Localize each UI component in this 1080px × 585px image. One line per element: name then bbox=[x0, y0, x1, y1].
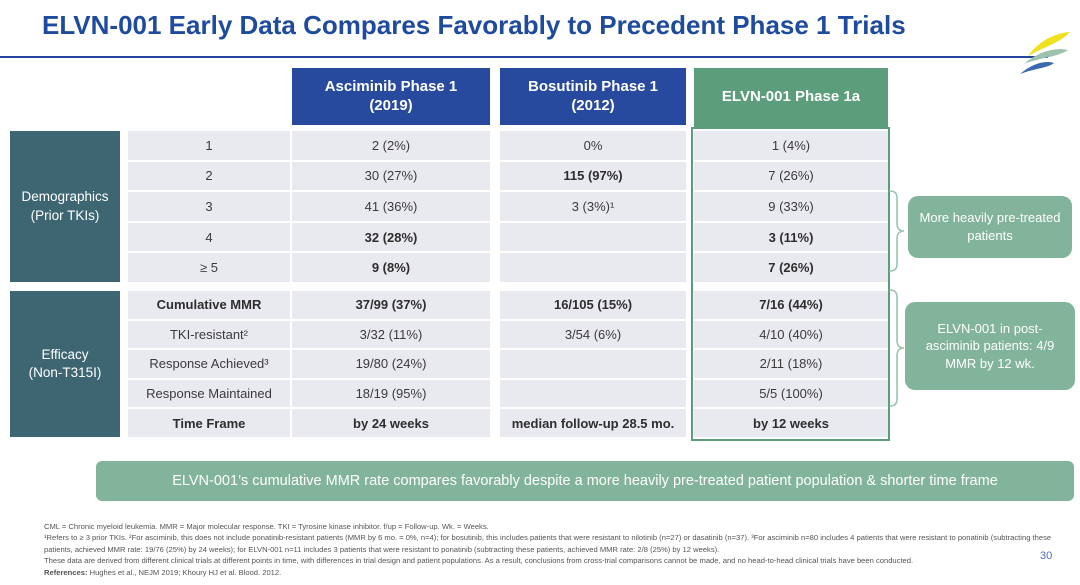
data-cell: 41 (36%) bbox=[292, 192, 490, 221]
data-cell: 3 (3%)¹ bbox=[500, 192, 686, 221]
bracket-demographics-icon bbox=[889, 190, 905, 272]
data-cell: by 24 weeks bbox=[292, 409, 490, 437]
table-row: 2 30 (27%) 115 (97%) 7 (26%) bbox=[128, 161, 888, 191]
page-number: 30 bbox=[1040, 550, 1053, 562]
column-header-bosutinib: Bosutinib Phase 1 (2012) bbox=[500, 68, 686, 125]
data-cell: by 12 weeks bbox=[694, 409, 888, 437]
data-cell: 115 (97%) bbox=[500, 161, 686, 191]
table-row: 4 32 (28%) 3 (11%) bbox=[128, 222, 888, 252]
data-cell: 0% bbox=[500, 131, 686, 160]
data-cell: 30 (27%) bbox=[292, 161, 490, 191]
data-cell: 32 (28%) bbox=[292, 222, 490, 252]
footnote-numbered-notes: ¹Refers to ≥ 3 prior TKIs. ²For ascimini… bbox=[44, 533, 1052, 554]
data-cell: 2 (2%) bbox=[292, 131, 490, 160]
table-row: Cumulative MMR 37/99 (37%) 16/105 (15%) 7/1… bbox=[128, 291, 888, 319]
callout-pretreated-patients: More heavily pre-treated patients bbox=[908, 196, 1072, 258]
data-cell bbox=[500, 350, 686, 378]
data-cell: 19/80 (24%) bbox=[292, 350, 490, 378]
data-cell bbox=[500, 379, 686, 408]
data-cell: 2/11 (18%) bbox=[694, 350, 888, 378]
row-label-cell: TKI-resistant² bbox=[128, 320, 290, 349]
row-label-cell: 3 bbox=[128, 192, 290, 221]
table-row: 3 41 (36%) 3 (3%)¹ 9 (33%) bbox=[128, 192, 888, 221]
section-label-efficacy: Efficacy (Non-T315I) bbox=[10, 291, 120, 437]
references-text: Hughes et al., NEJM 2019; Khoury HJ et a… bbox=[87, 567, 282, 577]
efficacy-table: Cumulative MMR 37/99 (37%) 16/105 (15%) 7/1… bbox=[128, 291, 888, 437]
data-cell: 3/32 (11%) bbox=[292, 320, 490, 349]
table-row: Time Frame by 24 weeks median follow-up 28… bbox=[128, 409, 888, 437]
data-cell: 7 (26%) bbox=[694, 161, 888, 191]
data-cell: 3/54 (6%) bbox=[500, 320, 686, 349]
summary-banner: ELVN-001’s cumulative MMR rate compares … bbox=[96, 461, 1074, 501]
data-cell bbox=[500, 222, 686, 252]
data-cell: 5/5 (100%) bbox=[694, 379, 888, 408]
data-cell: 16/105 (15%) bbox=[500, 291, 686, 319]
data-cell: 18/19 (95%) bbox=[292, 379, 490, 408]
data-cell: 37/99 (37%) bbox=[292, 291, 490, 319]
footnote-abbreviations: CML = Chronic myeloid leukemia. MMR = Ma… bbox=[44, 522, 489, 531]
column-header-elvn-001: ELVN-001 Phase 1a bbox=[694, 68, 888, 127]
company-swoosh-logo-icon bbox=[1020, 32, 1070, 74]
row-label-cell: 1 bbox=[128, 131, 290, 160]
row-label-cell: ≥ 5 bbox=[128, 253, 290, 282]
data-cell: 7 (26%) bbox=[694, 253, 888, 282]
row-label-cell: Response Achieved³ bbox=[128, 350, 290, 378]
row-label-cell: Time Frame bbox=[128, 409, 290, 437]
table-row: Response Maintained 18/19 (95%) 5/5 (100%) bbox=[128, 379, 888, 408]
data-cell: 7/16 (44%) bbox=[694, 291, 888, 319]
column-header-asciminib: Asciminib Phase 1 (2019) bbox=[292, 68, 490, 125]
data-cell: 1 (4%) bbox=[694, 131, 888, 160]
footnote-references: References: Hughes et al., NEJM 2019; Kh… bbox=[44, 567, 1054, 578]
data-cell: 3 (11%) bbox=[694, 222, 888, 252]
row-label-cell: 4 bbox=[128, 222, 290, 252]
slide-title: ELVN-001 Early Data Compares Favorably t… bbox=[42, 10, 906, 40]
data-cell: 9 (33%) bbox=[694, 192, 888, 221]
footnotes: CML = Chronic myeloid leukemia. MMR = Ma… bbox=[44, 521, 1054, 578]
row-label-cell: 2 bbox=[128, 161, 290, 191]
data-cell bbox=[500, 253, 686, 282]
row-label-cell: Response Maintained bbox=[128, 379, 290, 408]
data-cell: median follow-up 28.5 mo. bbox=[500, 409, 686, 437]
footnote-disclaimer: These data are derived from different cl… bbox=[44, 556, 914, 566]
table-row: TKI-resistant² 3/32 (11%) 3/54 (6%) 4/10 (4… bbox=[128, 320, 888, 349]
title-divider bbox=[0, 56, 1048, 58]
data-cell: 9 (8%) bbox=[292, 253, 490, 282]
bracket-efficacy-icon bbox=[889, 289, 905, 407]
table-row: Response Achieved³ 19/80 (24%) 2/11 (18%) bbox=[128, 350, 888, 378]
data-cell: 4/10 (40%) bbox=[694, 320, 888, 349]
section-label-demographics: Demographics (Prior TKIs) bbox=[10, 131, 120, 282]
row-label-cell: Cumulative MMR bbox=[128, 291, 290, 319]
references-label: References: bbox=[44, 567, 88, 577]
callout-post-asciminib: ELVN-001 in post-asciminib patients: 4/9… bbox=[905, 302, 1075, 390]
